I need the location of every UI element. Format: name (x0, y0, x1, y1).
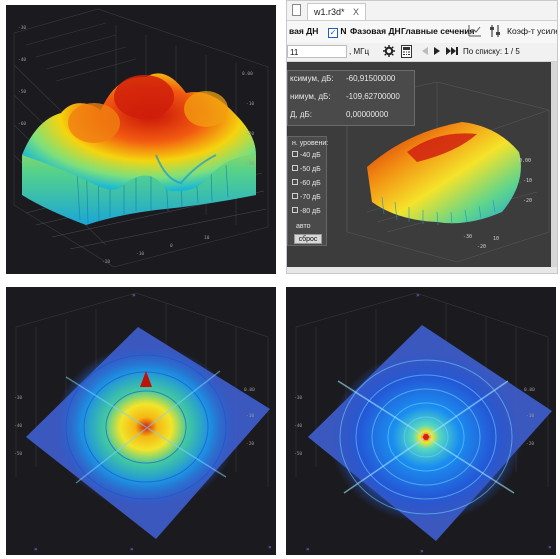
svg-text:-20: -20 (526, 441, 534, 447)
amplitude-pattern-tab[interactable]: вая ДН (289, 26, 319, 36)
chart-icon[interactable] (468, 24, 482, 37)
radiation-pattern-top-view-2: » » » » -30 -40 -50 0.00 -10 -20 (286, 287, 556, 555)
minimum-label: нимум, дБ: (290, 92, 331, 101)
svg-text:10: 10 (493, 236, 499, 242)
svg-text:-30: -30 (14, 395, 22, 401)
svg-text:-20: -20 (246, 131, 254, 137)
3d-viewport[interactable]: 0.00 -10 -20 -30 -20 10 ксимум, дБ: -60,9150… (287, 62, 553, 267)
d-value: 0,00000000 (346, 110, 389, 119)
svg-text:0: 0 (170, 243, 173, 249)
maximum-label: ксимум, дБ: (290, 74, 334, 83)
svg-text:-20: -20 (102, 259, 110, 265)
phase-pattern-tab[interactable]: Фазовая ДН (350, 26, 401, 36)
levels-title: н. уровени: (292, 140, 329, 147)
checkbox-checked-icon: ✓ (328, 28, 338, 38)
level-swatch-icon (292, 207, 298, 213)
svg-text:»: » (420, 548, 424, 555)
document-tab-title: w1.r3d* (314, 7, 345, 17)
status-bar (287, 267, 557, 273)
svg-text:-50: -50 (294, 451, 302, 457)
document-tab[interactable]: w1.r3d* X (307, 3, 367, 20)
svg-text:-10: -10 (246, 413, 254, 419)
svg-text:-10: -10 (136, 251, 144, 257)
list-position-label: По списку: 1 / 5 (463, 47, 520, 56)
frequency-input[interactable]: 11 600,00034570 (287, 45, 347, 70)
svg-text:0.00: 0.00 (524, 387, 535, 393)
level-swatch-icon (292, 193, 298, 199)
n-checkbox[interactable]: ✓ N (328, 26, 347, 38)
svg-text:10: 10 (204, 235, 210, 241)
level-swatch-icon (292, 151, 298, 157)
svg-text:-30: -30 (463, 234, 472, 240)
svg-text:-60: -60 (18, 121, 26, 127)
svg-text:-20: -20 (246, 441, 254, 447)
svg-text:-30: -30 (246, 161, 254, 167)
close-tab-icon[interactable]: X (353, 7, 360, 17)
svg-text:-30: -30 (294, 395, 302, 401)
minimum-value: -109,62700000 (346, 92, 400, 101)
reset-button[interactable]: сброс (294, 234, 322, 244)
svg-text:-40: -40 (14, 423, 22, 429)
svg-text:-20: -20 (477, 244, 486, 250)
auto-toggle[interactable]: авто (296, 223, 311, 230)
svg-text:»: » (34, 546, 38, 553)
svg-text:-10: -10 (523, 178, 532, 184)
svg-text:-10: -10 (526, 413, 534, 419)
previous-arrow-icon[interactable] (420, 46, 430, 56)
surface-plot-canvas: -30 -40 -50 -60 0.00 -10 -20 -30 -20 -10 0 10 (13, 8, 269, 268)
svg-text:»: » (416, 292, 420, 299)
level-item[interactable]: -60 дБ (292, 179, 321, 187)
n-checkbox-label: N (340, 26, 347, 36)
svg-text:-40: -40 (18, 57, 26, 63)
gain-coefficient-tab[interactable]: Коэф-т усиления (507, 26, 557, 36)
document-tabbar: w1.r3d* X (287, 1, 557, 21)
svg-text:0.00: 0.00 (242, 71, 253, 77)
svg-text:-30: -30 (18, 25, 26, 31)
maximum-value: -60,91500000 (346, 74, 396, 83)
right-scrollbar[interactable] (551, 62, 557, 267)
level-item[interactable]: -80 дБ (292, 207, 321, 215)
frequency-unit: , МГц (349, 47, 370, 56)
svg-text:0.00: 0.00 (519, 158, 531, 164)
level-swatch-icon (292, 179, 298, 185)
svg-text:-50: -50 (18, 89, 26, 95)
svg-text:-50: -50 (14, 451, 22, 457)
svg-text:»: » (130, 546, 134, 553)
document-icon (292, 4, 301, 16)
svg-text:»: » (548, 544, 552, 551)
svg-text:-20: -20 (523, 198, 532, 204)
pattern-canvas-2: » » » » -30 -40 -50 0.00 -10 -20 (294, 292, 552, 555)
pattern-canvas-1: » » » » -30 -40 -50 0.00 -10 -20 (14, 292, 272, 553)
svg-text:0.00: 0.00 (244, 387, 255, 393)
settings-gear-icon[interactable] (383, 45, 395, 57)
skip-end-icon[interactable] (445, 46, 459, 56)
calculator-icon[interactable] (401, 45, 412, 58)
d-label: Д, дБ: (290, 110, 313, 119)
play-icon[interactable] (432, 46, 442, 56)
svg-text:»: » (306, 546, 310, 553)
frequency-toolbar: 11 600,00034570 , МГц По списку: 1 / 5 (287, 43, 557, 70)
level-swatch-icon (292, 165, 298, 171)
surface-plot-3d-view: -30 -40 -50 -60 0.00 -10 -20 -30 -20 -10 0 10 (6, 5, 276, 274)
radiation-pattern-top-view-1: » » » » -30 -40 -50 0.00 -10 -20 (6, 287, 276, 555)
levels-panel: н. уровени: -40 дБ -50 дБ -60 дБ -70 дБ … (287, 136, 329, 246)
info-panel: ксимум, дБ: -60,91500000 нимум, дБ: -109… (287, 70, 415, 126)
main-sections-tab[interactable]: Главные сечения (401, 26, 475, 36)
equalizer-icon[interactable] (489, 24, 501, 38)
svg-text:-10: -10 (246, 101, 254, 107)
svg-text:»: » (132, 292, 136, 299)
level-item[interactable]: -50 дБ (292, 165, 321, 173)
svg-text:»: » (268, 544, 272, 551)
svg-text:-40: -40 (294, 423, 302, 429)
viewport-surface-canvas: 0.00 -10 -20 -30 -20 10 (346, 81, 550, 263)
level-item[interactable]: -70 дБ (292, 193, 321, 201)
main-toolbar: вая ДН ✓ N Фазовая ДН Главные сечения Ко… (287, 21, 557, 44)
level-item[interactable]: -40 дБ (292, 151, 321, 159)
app-window: w1.r3d* X вая ДН ✓ N Фазовая ДН Главные … (286, 0, 558, 274)
